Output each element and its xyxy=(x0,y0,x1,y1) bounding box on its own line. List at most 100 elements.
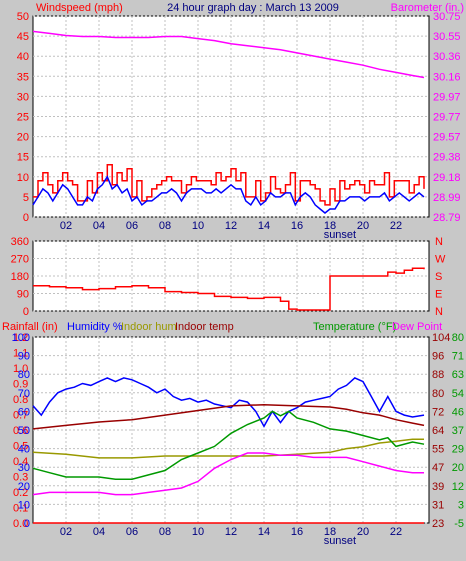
wind-x-tick-label: 02 xyxy=(60,220,72,232)
series-gust xyxy=(32,175,425,214)
indoor-temp-y-tick-label: 72 xyxy=(432,406,444,418)
wind-barometer-panel: 0 5 10 15 20 25 30 35 40 45 50 28.79 28.99 29.18 29.38… xyxy=(17,11,461,241)
series-indoor-temp xyxy=(32,403,425,430)
wind-x-tick-label: 16 xyxy=(291,220,303,232)
series-dew-point xyxy=(32,452,424,496)
wind-x-tick-label: 18 xyxy=(324,220,336,232)
barometer-axis-label: Barometer (in.) xyxy=(391,2,464,14)
humidity-y-tick-label: 100 xyxy=(12,332,30,344)
temperature-y-tick-label: 80 xyxy=(452,332,464,344)
indoor-temp-y-tick-label: 96 xyxy=(432,351,444,363)
indoor-temp-y-tick-label: 31 xyxy=(432,499,444,511)
direction-y-tick-label: 360 xyxy=(11,236,29,248)
wind-y-tick-label: 25 xyxy=(17,112,29,124)
wind-y-tick-label: 50 xyxy=(17,11,29,23)
wind-y-tick-label: 15 xyxy=(17,152,29,164)
legend-indoor-temp: Indoor temp xyxy=(175,321,234,333)
temperature-y-tick-label: 20 xyxy=(452,462,464,474)
indoor-temp-y-tick-label: 64 xyxy=(432,425,444,437)
humidity-y-tick-label: 40 xyxy=(18,444,30,456)
temperature-y-tick-label: 12 xyxy=(452,481,464,493)
climate-x-tick-label: 08 xyxy=(159,526,171,538)
rainfall-y-tick-label: 0.1 xyxy=(13,503,28,515)
humidity-y-tick-label: 80 xyxy=(18,369,30,381)
temperature-y-tick-label: 54 xyxy=(452,388,464,400)
rainfall-y-tick-label: 0.6 xyxy=(13,425,28,437)
series-temperature-f- xyxy=(32,410,425,480)
rainfall-y-tick-label: 0.7 xyxy=(13,410,28,422)
climate-x-tick-label: 14 xyxy=(258,526,270,538)
barometer-y-tick-label: 29.77 xyxy=(433,112,461,124)
sunset-label: sunset xyxy=(324,229,356,241)
temperature-y-tick-label: 63 xyxy=(452,369,464,381)
legend-humidity: Humidity % xyxy=(67,321,123,333)
legend-temperature: Temperature (°F) xyxy=(313,321,396,333)
barometer-y-tick-label: 29.57 xyxy=(433,132,461,144)
direction-compass-label: N xyxy=(435,236,443,248)
climate-x-tick-label: 16 xyxy=(291,526,303,538)
climate-x-tick-label: 04 xyxy=(93,526,105,538)
barometer-y-tick-label: 30.55 xyxy=(433,31,461,43)
series-wind-direction xyxy=(33,267,425,311)
humidity-y-tick-label: 70 xyxy=(18,388,30,400)
humidity-y-tick-label: 90 xyxy=(18,351,30,363)
humidity-y-tick-label: 30 xyxy=(18,462,30,474)
direction-y-tick-label: 90 xyxy=(17,289,29,301)
climate-x-tick-label: 20 xyxy=(357,526,369,538)
humidity-temperature-panel: 0.0 0.1 0.2 0.3 0.4 0.5 0.6 0.7 0.8 0.9 1.0 1.1 1.2 0… xyxy=(12,332,464,547)
wind-x-tick-label: 08 xyxy=(159,220,171,232)
climate-x-tick-label: 06 xyxy=(126,526,138,538)
rainfall-y-tick-label: 0.8 xyxy=(13,394,28,406)
temperature-y-tick-label: 71 xyxy=(452,351,464,363)
wind-y-tick-label: 0 xyxy=(23,212,29,224)
barometer-y-tick-label: 28.79 xyxy=(433,212,461,224)
wind-y-tick-label: 45 xyxy=(17,31,29,43)
climate-x-tick-label: 02 xyxy=(60,526,72,538)
temperature-y-tick-label: 46 xyxy=(452,406,464,418)
climate-x-tick-label: 22 xyxy=(390,526,402,538)
wind-x-tick-label: 14 xyxy=(258,220,270,232)
legend-dew-point: Dew Point xyxy=(392,321,442,333)
wind-y-tick-label: 40 xyxy=(17,51,29,63)
barometer-y-tick-label: 30.16 xyxy=(433,71,461,83)
barometer-y-tick-label: 30.36 xyxy=(433,51,461,63)
indoor-temp-y-tick-label: 88 xyxy=(432,369,444,381)
legend-rainfall: Rainfall (in) xyxy=(2,321,58,333)
humidity-y-tick-label: 0 xyxy=(24,518,30,530)
windspeed-axis-label: Windspeed (mph) xyxy=(36,2,123,14)
barometer-y-tick-label: 29.38 xyxy=(433,152,461,164)
legend-indoor-hum: Indoor hum xyxy=(121,321,177,333)
direction-y-tick-label: 270 xyxy=(11,254,29,266)
chart-title: 24 hour graph day : March 13 2009 xyxy=(167,2,339,14)
series-windspeed-mph- xyxy=(33,163,425,206)
indoor-temp-y-tick-label: 23 xyxy=(432,518,444,530)
rainfall-y-tick-label: 1.0 xyxy=(13,363,28,375)
humidity-y-tick-label: 20 xyxy=(18,481,30,493)
wind-y-tick-label: 35 xyxy=(17,71,29,83)
direction-y-tick-label: 0 xyxy=(23,306,29,318)
temperature-y-tick-label: 29 xyxy=(452,444,464,456)
wind-y-tick-label: 20 xyxy=(17,132,29,144)
temperature-y-tick-label: -5 xyxy=(454,518,464,530)
indoor-temp-y-tick-label: 47 xyxy=(432,462,444,474)
indoor-temp-y-tick-label: 39 xyxy=(432,481,444,493)
temperature-y-tick-label: 37 xyxy=(452,425,464,437)
rainfall-y-tick-label: 0.0 xyxy=(13,518,28,530)
wind-x-tick-label: 22 xyxy=(390,220,402,232)
direction-compass-label: S xyxy=(435,271,442,283)
rainfall-y-tick-label: 1.1 xyxy=(13,348,28,360)
barometer-y-tick-label: 30.75 xyxy=(433,11,461,23)
series-barometer-in- xyxy=(32,30,425,79)
rainfall-y-tick-label: 0.2 xyxy=(13,487,28,499)
barometer-y-tick-label: 29.18 xyxy=(433,172,461,184)
rainfall-y-tick-label: 0.9 xyxy=(13,379,28,391)
wind-x-tick-label: 20 xyxy=(357,220,369,232)
wind-y-tick-label: 10 xyxy=(17,172,29,184)
humidity-y-tick-label: 10 xyxy=(18,499,30,511)
rainfall-y-tick-label: 0.5 xyxy=(13,441,28,453)
barometer-y-tick-label: 29.97 xyxy=(433,91,461,103)
direction-compass-label: E xyxy=(435,289,442,301)
humidity-y-tick-label: 50 xyxy=(18,425,30,437)
